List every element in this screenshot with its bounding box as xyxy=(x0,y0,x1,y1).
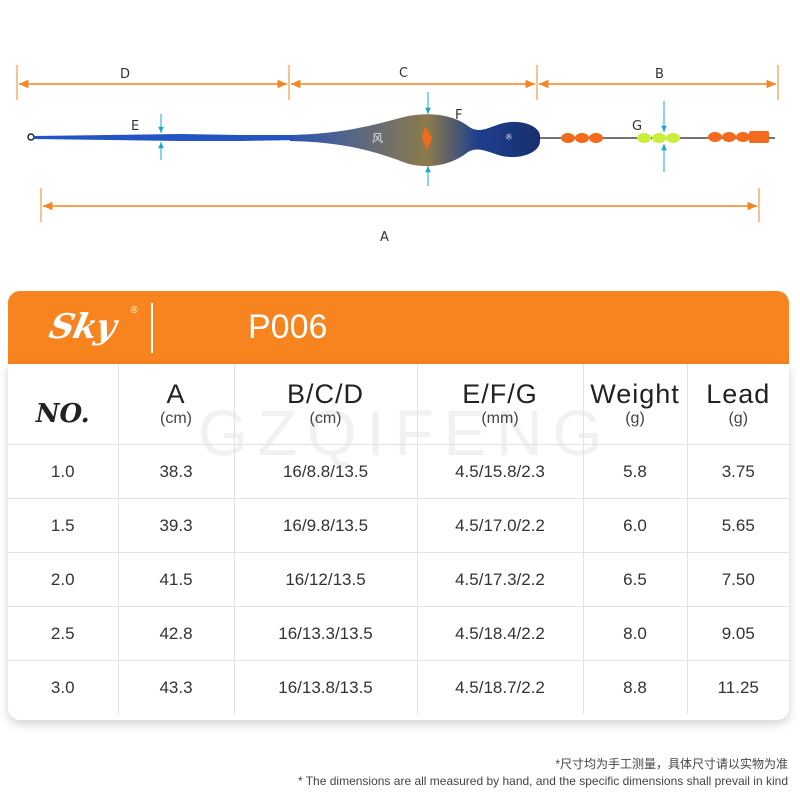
spec-table-card: GZQIFENG NO. A (cm) B/C/D (cm) E/F/G xyxy=(8,364,789,720)
cell-weight: 8.8 xyxy=(583,660,688,714)
cell-a: 43.3 xyxy=(118,660,235,714)
label-f: F xyxy=(455,108,462,123)
table-row: 2.0 41.5 16/12/13.5 4.5/17.3/2.2 6.5 7.5… xyxy=(8,552,789,607)
cell-lead: 3.75 xyxy=(687,444,789,499)
cell-no: 2.0 xyxy=(8,552,119,607)
cell-lead: 5.65 xyxy=(687,498,789,553)
cell-no: 1.0 xyxy=(8,444,119,499)
cell-efg: 4.5/17.3/2.2 xyxy=(417,552,584,607)
cell-bcd: 16/8.8/13.5 xyxy=(234,444,418,499)
dimension-a: A xyxy=(40,188,760,245)
product-header: Sky ® P006 xyxy=(8,291,789,364)
col-header-efg: E/F/G (mm) xyxy=(417,364,584,445)
float-dimension-diagram: D C B 风 ※ xyxy=(16,65,779,245)
label-a: A xyxy=(380,230,389,245)
cell-lead: 7.50 xyxy=(687,552,789,607)
brand-logo: Sky ® xyxy=(44,305,140,349)
cell-lead: 9.05 xyxy=(687,606,789,661)
table-row: 1.0 38.3 16/8.8/13.5 4.5/15.8/2.3 5.8 3.… xyxy=(8,444,789,499)
col-header-lead: Lead (g) xyxy=(706,379,771,427)
cell-bcd: 16/9.8/13.5 xyxy=(234,498,418,553)
cell-a: 39.3 xyxy=(118,498,235,553)
cell-no: 3.0 xyxy=(8,660,119,714)
col-header-bcd: B/C/D (cm) xyxy=(234,364,418,445)
label-b: B xyxy=(655,67,664,82)
table-header-row: NO. A (cm) B/C/D (cm) E/F/G (mm) Weight … xyxy=(8,364,789,445)
table-row: 1.5 39.3 16/9.8/13.5 4.5/17.0/2.2 6.0 5.… xyxy=(8,498,789,553)
cell-no: 2.5 xyxy=(8,606,119,661)
dimension-f: F xyxy=(425,92,462,186)
cell-bcd: 16/13.3/13.5 xyxy=(234,606,418,661)
cell-bcd: 16/12/13.5 xyxy=(234,552,418,607)
cell-bcd: 16/13.8/13.5 xyxy=(234,660,418,714)
footnote-chinese: *尺寸均为手工测量，具体尺寸请以实物为准 xyxy=(555,757,788,771)
cell-a: 42.8 xyxy=(118,606,235,661)
model-number: P006 xyxy=(248,308,328,346)
cell-efg: 4.5/15.8/2.3 xyxy=(417,444,584,499)
cell-weight: 5.8 xyxy=(583,444,688,499)
cell-weight: 8.0 xyxy=(583,606,688,661)
float-illustration: 风 ※ xyxy=(27,114,775,167)
label-d: D xyxy=(120,67,130,82)
table-row: 3.0 43.3 16/13.8/13.5 4.5/18.7/2.2 8.8 1… xyxy=(8,660,789,714)
cell-a: 41.5 xyxy=(118,552,235,607)
brand-logo-text: Sky xyxy=(45,307,120,347)
col-header-a: A (cm) xyxy=(118,364,235,445)
label-e: E xyxy=(131,119,139,134)
col-header-weight: Weight (g) xyxy=(583,364,688,445)
svg-text:风: 风 xyxy=(372,132,383,145)
footnote-english: * The dimensions are all measured by han… xyxy=(297,774,788,788)
label-g: G xyxy=(632,119,642,134)
cell-efg: 4.5/18.4/2.2 xyxy=(417,606,584,661)
label-c: C xyxy=(399,66,408,81)
registered-mark: ® xyxy=(130,305,138,316)
dimension-d: D xyxy=(16,65,290,100)
cell-lead: 11.25 xyxy=(687,660,789,714)
svg-text:※: ※ xyxy=(505,133,513,143)
cell-efg: 4.5/17.0/2.2 xyxy=(417,498,584,553)
spec-table: NO. A (cm) B/C/D (cm) E/F/G (mm) Weight … xyxy=(8,364,789,714)
cell-efg: 4.5/18.7/2.2 xyxy=(417,660,584,714)
dimension-e: E xyxy=(131,114,164,160)
table-row: 2.5 42.8 16/13.3/13.5 4.5/18.4/2.2 8.0 9… xyxy=(8,606,789,661)
dimension-g: G xyxy=(632,101,667,172)
col-header-no: NO. xyxy=(8,364,119,445)
dimension-b: B xyxy=(539,65,779,100)
cell-weight: 6.0 xyxy=(583,498,688,553)
header-divider xyxy=(151,303,153,353)
cell-no: 1.5 xyxy=(8,498,119,553)
cell-a: 38.3 xyxy=(118,444,235,499)
dimension-c: C xyxy=(291,65,538,100)
cell-weight: 6.5 xyxy=(583,552,688,607)
